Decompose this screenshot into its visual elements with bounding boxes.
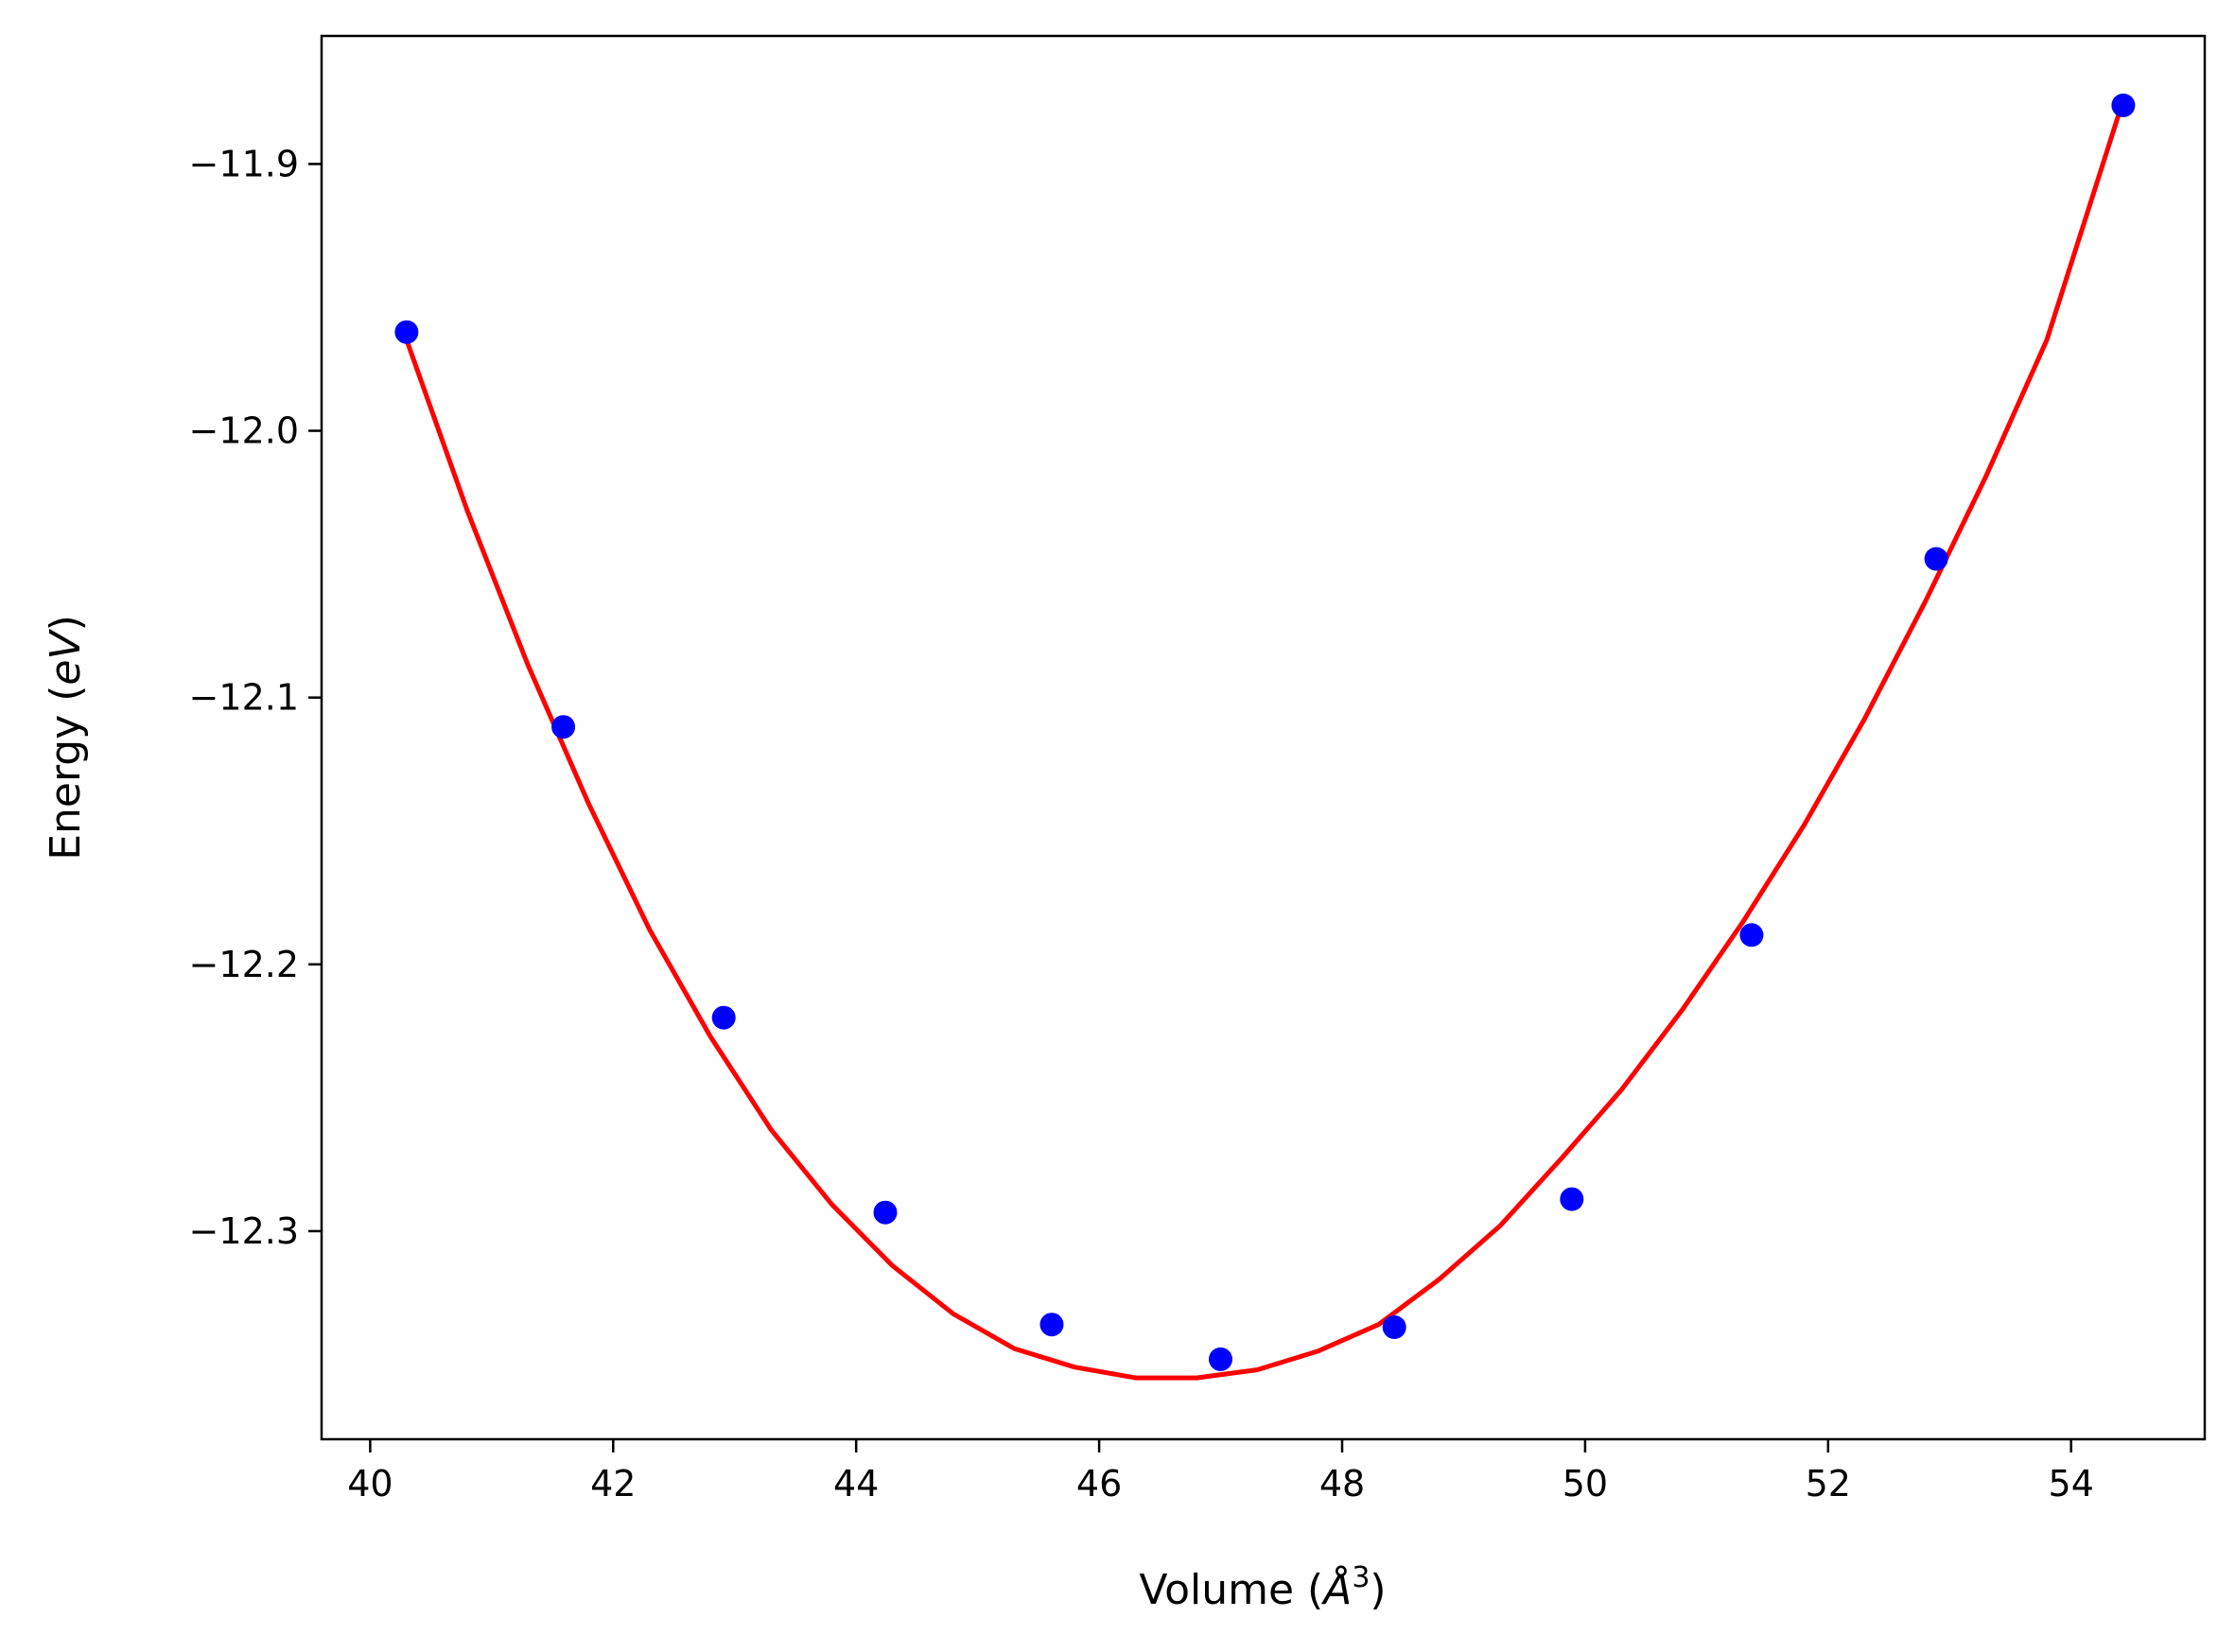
y-tick-label: −12.3 [189, 1210, 299, 1252]
x-axis-label: Volume (Å3) [1139, 1561, 1386, 1614]
data-point [394, 320, 419, 344]
x-tick-label: 44 [833, 1463, 879, 1504]
x-tick-label: 40 [347, 1463, 393, 1504]
data-point [1924, 547, 1948, 571]
fit-curve [404, 98, 2126, 1381]
data-point [1209, 1347, 1232, 1371]
x-axis-label-suffix: ) [1370, 1566, 1386, 1614]
y-axis-label-suffix: ) [42, 615, 90, 631]
y-axis-label: Energy (eV) [42, 615, 90, 861]
x-tick-label: 50 [1563, 1463, 1608, 1504]
y-tick-label: −12.2 [189, 944, 299, 985]
x-tick-label: 46 [1076, 1463, 1122, 1504]
y-tick-label: −12.0 [189, 410, 299, 452]
data-point [1039, 1313, 1064, 1337]
data-point [711, 1005, 736, 1030]
x-tick-label: 54 [2049, 1463, 2094, 1504]
x-axis-label-power: 3 [1352, 1561, 1370, 1594]
x-tick-label: 52 [1806, 1463, 1851, 1504]
data-point [873, 1200, 898, 1225]
x-tick-label: 42 [590, 1463, 636, 1504]
data-point [1560, 1187, 1584, 1211]
data-point [1382, 1315, 1406, 1339]
plot-area [322, 36, 2205, 1439]
x-tick-label: 48 [1319, 1463, 1365, 1504]
x-axis-label-prefix: Volume ( [1139, 1566, 1323, 1614]
plot-frame [320, 34, 2207, 1441]
data-point [2111, 93, 2136, 117]
y-axis-label-unit: eV [42, 629, 90, 686]
y-axis-label-prefix: Energy ( [42, 686, 90, 861]
x-axis-label-symbol: Å [1320, 1564, 1352, 1614]
y-tick-label: −11.9 [189, 143, 299, 184]
data-point [551, 715, 576, 739]
data-point [1739, 923, 1764, 948]
y-tick-label: −12.1 [189, 677, 299, 719]
